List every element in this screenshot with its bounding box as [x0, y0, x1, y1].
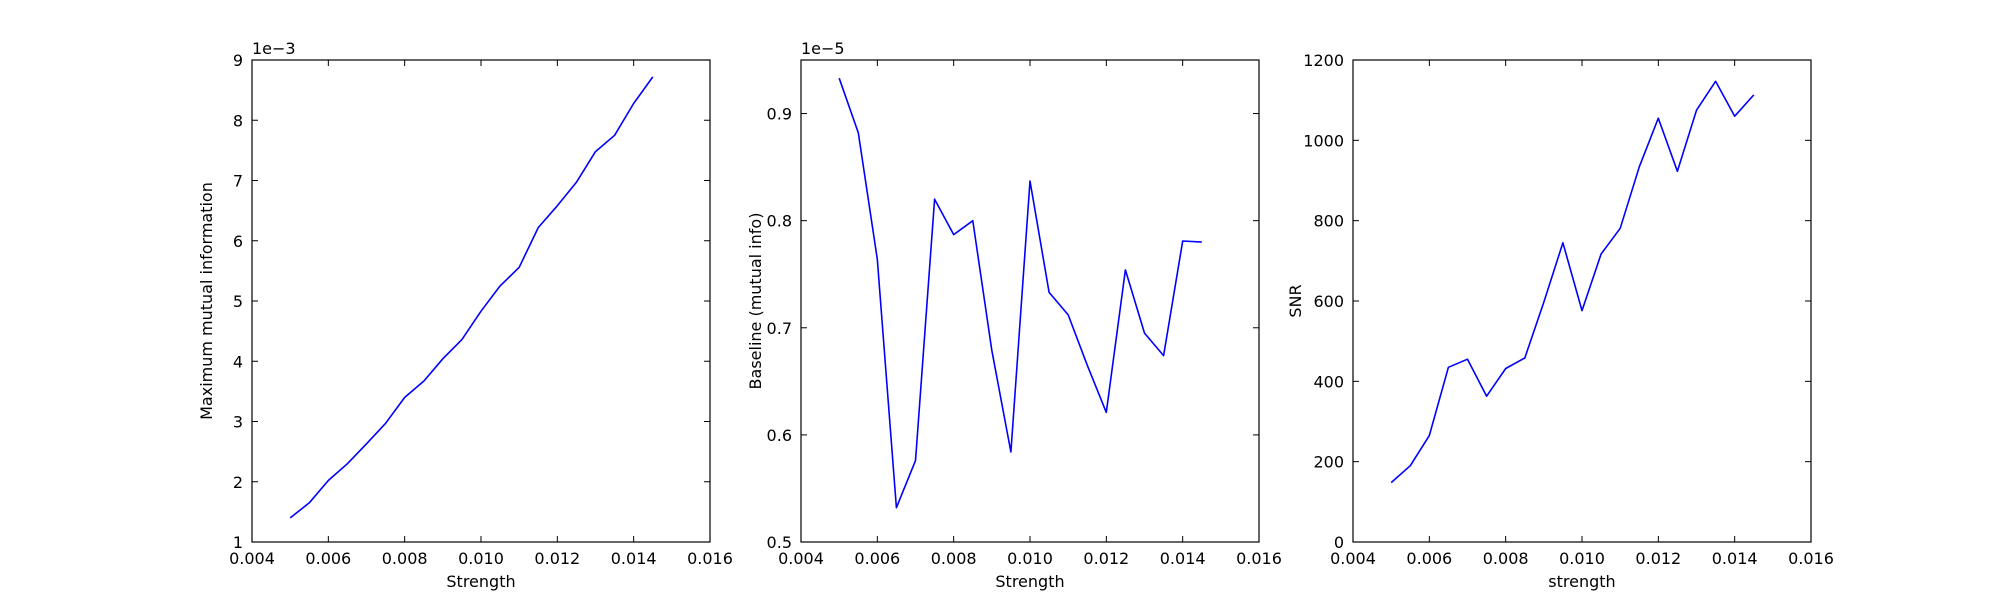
x-tick-label: 0.014	[1712, 549, 1758, 568]
axis-ticks: 0.004 0.006 0.008 0.010 0.012 0.014 0.016 0 200 4…	[1303, 51, 1834, 568]
x-tick-label: 0.010	[1007, 549, 1053, 568]
y-tick-label: 6	[233, 232, 243, 251]
x-tick-label: 0.010	[458, 549, 504, 568]
x-tick-label: 0.016	[687, 549, 733, 568]
series-line	[1390, 80, 1755, 484]
x-tick-label: 0.010	[1559, 549, 1605, 568]
axis-ticks: 0.004 0.006 0.008 0.010 0.012 0.014 0.016 1 2 3 4 5…	[229, 51, 733, 568]
x-tick-label: 0.004	[778, 549, 824, 568]
offset-label: 1e−5	[801, 39, 845, 58]
y-tick-label: 0.7	[767, 319, 792, 338]
y-tick-label: 3	[233, 413, 243, 432]
y-tick-label: 0.6	[767, 426, 792, 445]
y-tick-label: 2	[233, 473, 243, 492]
axis-ticks: 0.004 0.006 0.008 0.010 0.012 0.014 0.016 0.5 0.…	[767, 60, 1282, 568]
x-tick-label: 0.004	[229, 549, 275, 568]
y-tick-label: 1000	[1303, 131, 1344, 150]
chart-panel-snr: 0.004 0.006 0.008 0.010 0.012 0.014 0.016 0 200 4…	[1286, 51, 1834, 591]
plot-marks	[838, 77, 1202, 509]
x-tick-label: 0.012	[1083, 549, 1129, 568]
y-axis-label: Maximum mutual information	[197, 182, 216, 420]
x-tick-label: 0.016	[1236, 549, 1282, 568]
x-tick-label: 0.008	[931, 549, 977, 568]
y-axis-label: SNR	[1286, 284, 1305, 317]
x-axis-label: strength	[1548, 572, 1615, 591]
y-tick-label: 4	[233, 352, 243, 371]
y-tick-label: 8	[233, 111, 243, 130]
y-tick-label: 600	[1313, 292, 1344, 311]
y-tick-label: 0.8	[767, 212, 792, 231]
series-line	[289, 76, 654, 519]
x-tick-label: 0.012	[534, 549, 580, 568]
y-tick-label: 200	[1313, 453, 1344, 472]
x-tick-label: 0.012	[1635, 549, 1681, 568]
x-tick-label: 0.008	[1483, 549, 1529, 568]
y-tick-label: 9	[233, 51, 243, 70]
x-axis-label: Strength	[446, 572, 515, 591]
y-tick-label: 1	[233, 533, 243, 552]
x-tick-label: 0.006	[1406, 549, 1452, 568]
series-line	[838, 77, 1202, 509]
y-tick-label: 7	[233, 172, 243, 191]
x-axis-label: Strength	[995, 572, 1064, 591]
y-tick-label: 0.9	[767, 105, 792, 124]
plot-marks	[1390, 80, 1755, 484]
y-tick-label: 800	[1313, 212, 1344, 231]
x-tick-label: 0.004	[1330, 549, 1376, 568]
chart-panel-baseline: 0.004 0.006 0.008 0.010 0.012 0.014 0.016 0.5 0.…	[746, 39, 1282, 591]
x-tick-label: 0.008	[382, 549, 428, 568]
y-tick-label: 1200	[1303, 51, 1344, 70]
x-tick-label: 0.006	[854, 549, 900, 568]
y-tick-label: 0	[1334, 533, 1344, 552]
y-tick-label: 5	[233, 292, 243, 311]
y-tick-label: 0.5	[767, 533, 792, 552]
y-axis-label: Baseline (mutual info)	[746, 213, 765, 390]
x-tick-label: 0.006	[305, 549, 351, 568]
y-tick-label: 400	[1313, 372, 1344, 391]
plot-marks	[289, 76, 654, 519]
x-tick-label: 0.016	[1788, 549, 1834, 568]
offset-label: 1e−3	[252, 39, 296, 58]
chart-panel-mutual-information: 0.004 0.006 0.008 0.010 0.012 0.014 0.016 1 2 3 4 5…	[197, 39, 733, 591]
x-tick-label: 0.014	[611, 549, 657, 568]
x-tick-label: 0.014	[1160, 549, 1206, 568]
